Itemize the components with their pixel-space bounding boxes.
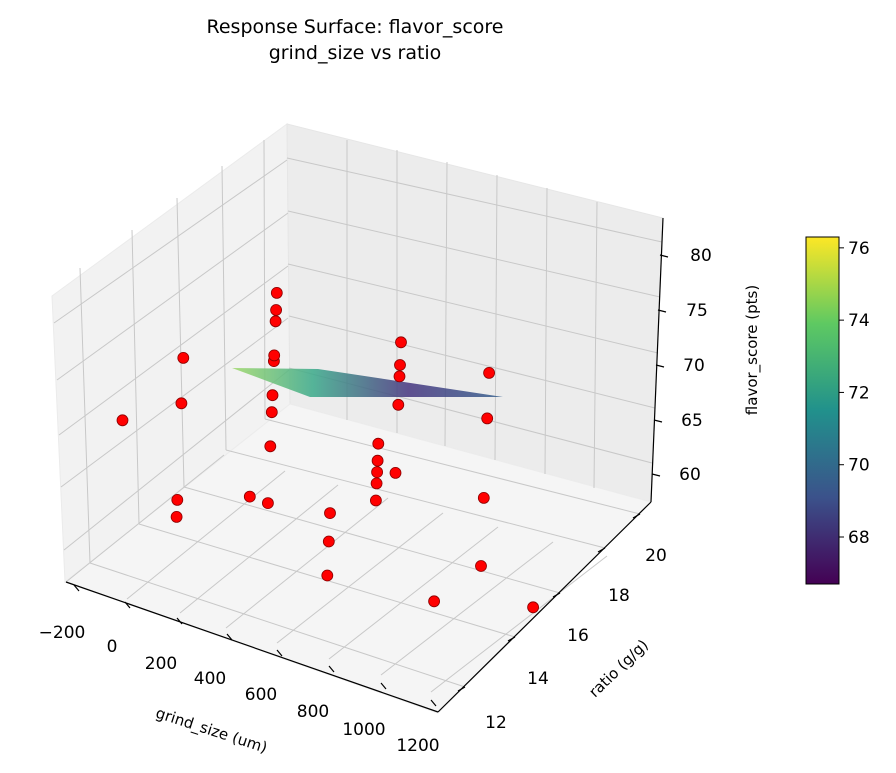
scatter-points [116, 286, 539, 614]
y-tick-label: 20 [645, 546, 667, 566]
data-point [321, 569, 334, 582]
data-point [322, 535, 335, 548]
y-tick-label: 16 [567, 626, 589, 646]
data-point [177, 351, 190, 364]
x-tick-label: −200 [39, 623, 86, 643]
z-axis-label: flavor_score (pts) [743, 285, 762, 415]
data-point [268, 349, 281, 362]
y-tick-label: 18 [608, 586, 630, 606]
data-point [392, 398, 405, 411]
data-point [264, 440, 277, 453]
colorbar [805, 236, 840, 585]
data-point [270, 286, 283, 299]
data-point [266, 389, 279, 402]
x-tick-label: 1200 [396, 736, 439, 756]
data-point [389, 466, 402, 479]
x-tick-label: 600 [245, 685, 277, 705]
data-point [475, 560, 487, 572]
colorbar-tick-label: 70 [848, 456, 870, 476]
x-axis-label: grind_size (um) [153, 704, 269, 758]
chart-title: Response Surface: flavor_score [207, 16, 504, 38]
data-point [175, 397, 188, 410]
data-point [483, 366, 496, 379]
axis-lines [65, 217, 669, 713]
z-tick-label: 65 [681, 411, 703, 431]
y-tick-label: 12 [485, 713, 507, 733]
x-tick-label: 200 [145, 654, 177, 674]
x-axis-line [65, 581, 439, 713]
data-point [171, 493, 184, 506]
data-point [371, 466, 384, 479]
colorbar-tick-label: 76 [848, 239, 870, 259]
data-point [481, 412, 494, 425]
data-point [269, 315, 282, 328]
y-tick-labels: 12 14 16 18 20 [485, 546, 667, 733]
data-point [265, 406, 278, 419]
z-tick-label: 60 [679, 465, 701, 485]
z-tick-label: 70 [683, 356, 705, 376]
data-point [270, 304, 283, 316]
data-point [243, 490, 256, 503]
colorbar-tick-label: 72 [848, 383, 870, 403]
data-point [393, 370, 406, 383]
pane-grid [53, 139, 663, 693]
x-tick-label: 1000 [342, 720, 385, 740]
y-axis-line [437, 501, 652, 713]
x-tick-label: 800 [297, 702, 329, 722]
data-point [369, 494, 382, 507]
y-tick-label: 14 [527, 669, 549, 689]
data-point [370, 477, 383, 490]
data-point [428, 595, 441, 608]
data-point [170, 511, 183, 523]
chart-subtitle: grind_size vs ratio [269, 42, 442, 64]
pane-panels [51, 123, 664, 714]
x-tick-labels: −200 0 200 400 600 800 1000 1200 [39, 623, 440, 756]
y-axis-label: ratio (g/g) [585, 636, 652, 701]
data-point [395, 336, 407, 349]
data-point [371, 454, 384, 467]
data-point [116, 414, 129, 427]
x-tick-label: 400 [194, 669, 226, 689]
x-tick-label: 0 [107, 637, 118, 657]
colorbar-tick-label: 68 [848, 528, 870, 548]
data-point [394, 359, 406, 371]
data-point [372, 437, 385, 450]
response-surface [232, 368, 503, 397]
z-tick-label: 75 [686, 301, 708, 321]
data-point [324, 507, 336, 519]
z-tick-label: 80 [690, 246, 712, 266]
data-point [261, 497, 274, 510]
data-point [527, 601, 539, 614]
data-point [477, 491, 490, 504]
colorbar-ticks: 68 70 72 74 76 [839, 239, 870, 548]
z-axis-line [650, 217, 664, 503]
colorbar-tick-label: 74 [848, 311, 870, 331]
z-tick-labels: 60 65 70 75 80 [679, 246, 712, 485]
